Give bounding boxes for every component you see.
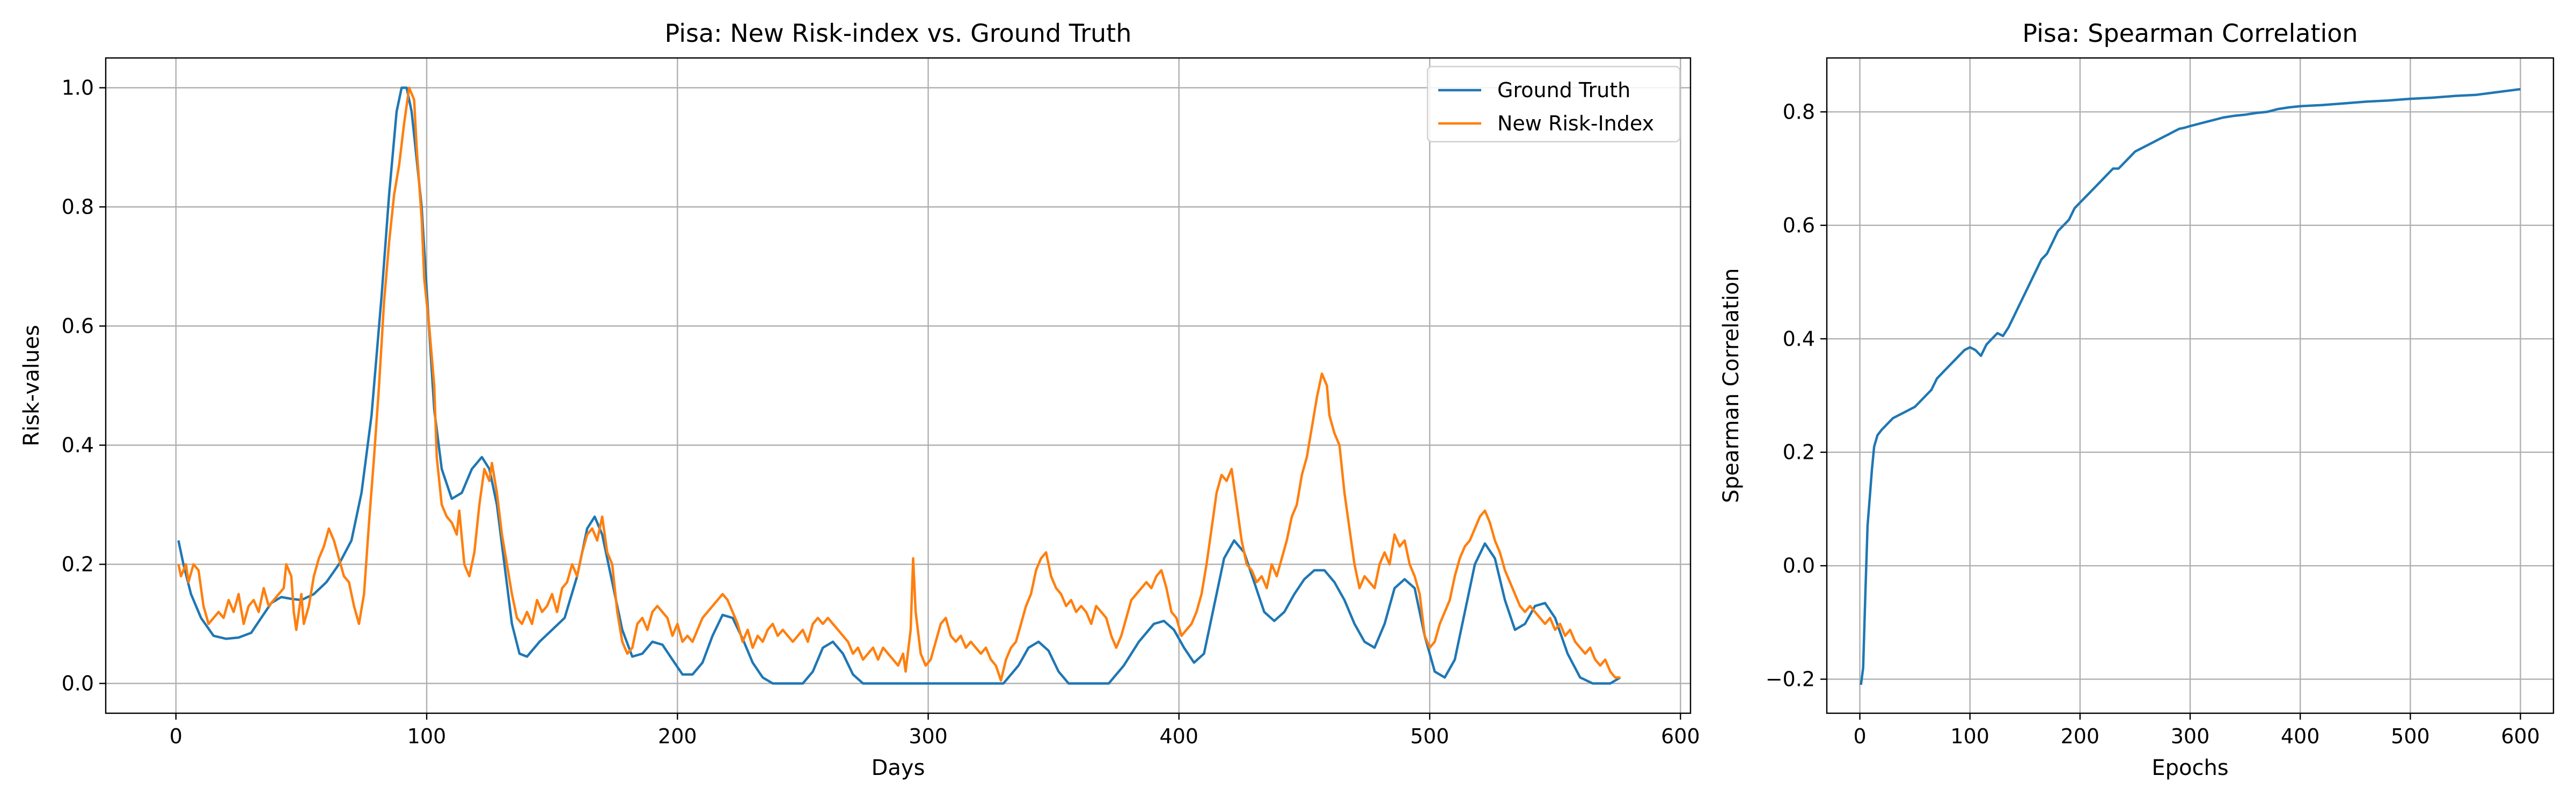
spearman-xtick-label-3: 300	[2171, 724, 2210, 748]
spearman-axes: 0 100 200 300 400 500 600 −0.2 0.0 0.2 0.4 0.6 0.8	[1766, 57, 2555, 748]
risk-index-xtick-label-4: 400	[1160, 724, 1199, 748]
spearman-ytick-label-1: 0.0	[1783, 554, 1815, 577]
risk-index-xtick-label-0: 0	[170, 724, 182, 748]
risk-index-xlabel: Days	[872, 756, 925, 780]
risk-index-series-line-0	[177, 86, 1621, 685]
legend-label-1: New Risk-Index	[1497, 112, 1654, 135]
spearman-title: Pisa: Spearman Correlation	[2022, 19, 2358, 48]
risk-index-ylabel: Risk-values	[19, 325, 44, 446]
legend-label-0: Ground Truth	[1497, 78, 1630, 102]
risk-index-chart: 0 100 200 300 400 500 600 0.0 0.2 0.4 0.6 0.8 1.0 Pi…	[19, 19, 1700, 780]
spearman-xtick-label-0: 0	[1853, 724, 1866, 748]
risk-index-ytick-label-3: 0.6	[62, 314, 94, 338]
spearman-grid	[1827, 58, 2553, 713]
risk-index-title: Pisa: New Risk-index vs. Ground Truth	[664, 19, 1131, 48]
risk-index-xtick-label-3: 300	[909, 724, 948, 748]
spearman-xtick-label-4: 400	[2281, 724, 2320, 748]
risk-index-ytick-label-1: 0.2	[62, 553, 94, 576]
spearman-ylabel: Spearman Correlation	[1719, 268, 1744, 503]
spearman-ytick-label-5: 0.8	[1783, 100, 1815, 123]
risk-index-ytick-label-5: 1.0	[62, 76, 94, 100]
risk-index-xtick-label-2: 200	[658, 724, 697, 748]
risk-index-xtick-label-1: 100	[407, 724, 447, 748]
spearman-xlabel: Epochs	[2151, 756, 2228, 780]
spearman-chart: 0 100 200 300 400 500 600 −0.2 0.0 0.2 0.4 0.6 0.8 P…	[1719, 19, 2555, 780]
spearman-ytick-label-3: 0.4	[1783, 327, 1815, 350]
risk-index-ytick-label-4: 0.8	[62, 195, 94, 219]
risk-index-series	[177, 86, 1621, 685]
spearman-ytick-label-2: 0.2	[1783, 441, 1815, 464]
risk-index-legend: Ground Truth New Risk-Index	[1426, 65, 1681, 143]
spearman-xtick-label-5: 500	[2391, 724, 2430, 748]
spearman-xtick-label-2: 200	[2061, 724, 2100, 748]
risk-index-ytick-label-0: 0.0	[62, 672, 94, 696]
spearman-xtick-label-6: 600	[2501, 724, 2540, 748]
risk-index-xtick-label-6: 600	[1661, 724, 1700, 748]
legend-box	[1426, 65, 1681, 143]
spearman-xtick-label-1: 100	[1950, 724, 1989, 748]
risk-index-frame	[105, 57, 1692, 714]
spearman-ytick-label-4: 0.6	[1783, 214, 1815, 237]
spearman-series	[1860, 87, 2521, 685]
risk-index-grid	[106, 58, 1690, 713]
spearman-ytick-label-0: −0.2	[1766, 668, 1815, 691]
spearman-frame	[1826, 57, 2555, 714]
risk-index-axes: 0 100 200 300 400 500 600 0.0 0.2 0.4 0.6 0.8 1.0	[62, 57, 1700, 748]
risk-index-series-line-1	[177, 86, 1621, 682]
spearman-series-line-0	[1860, 87, 2521, 685]
risk-index-xtick-label-5: 500	[1410, 724, 1450, 748]
risk-index-ytick-label-2: 0.4	[62, 434, 94, 457]
